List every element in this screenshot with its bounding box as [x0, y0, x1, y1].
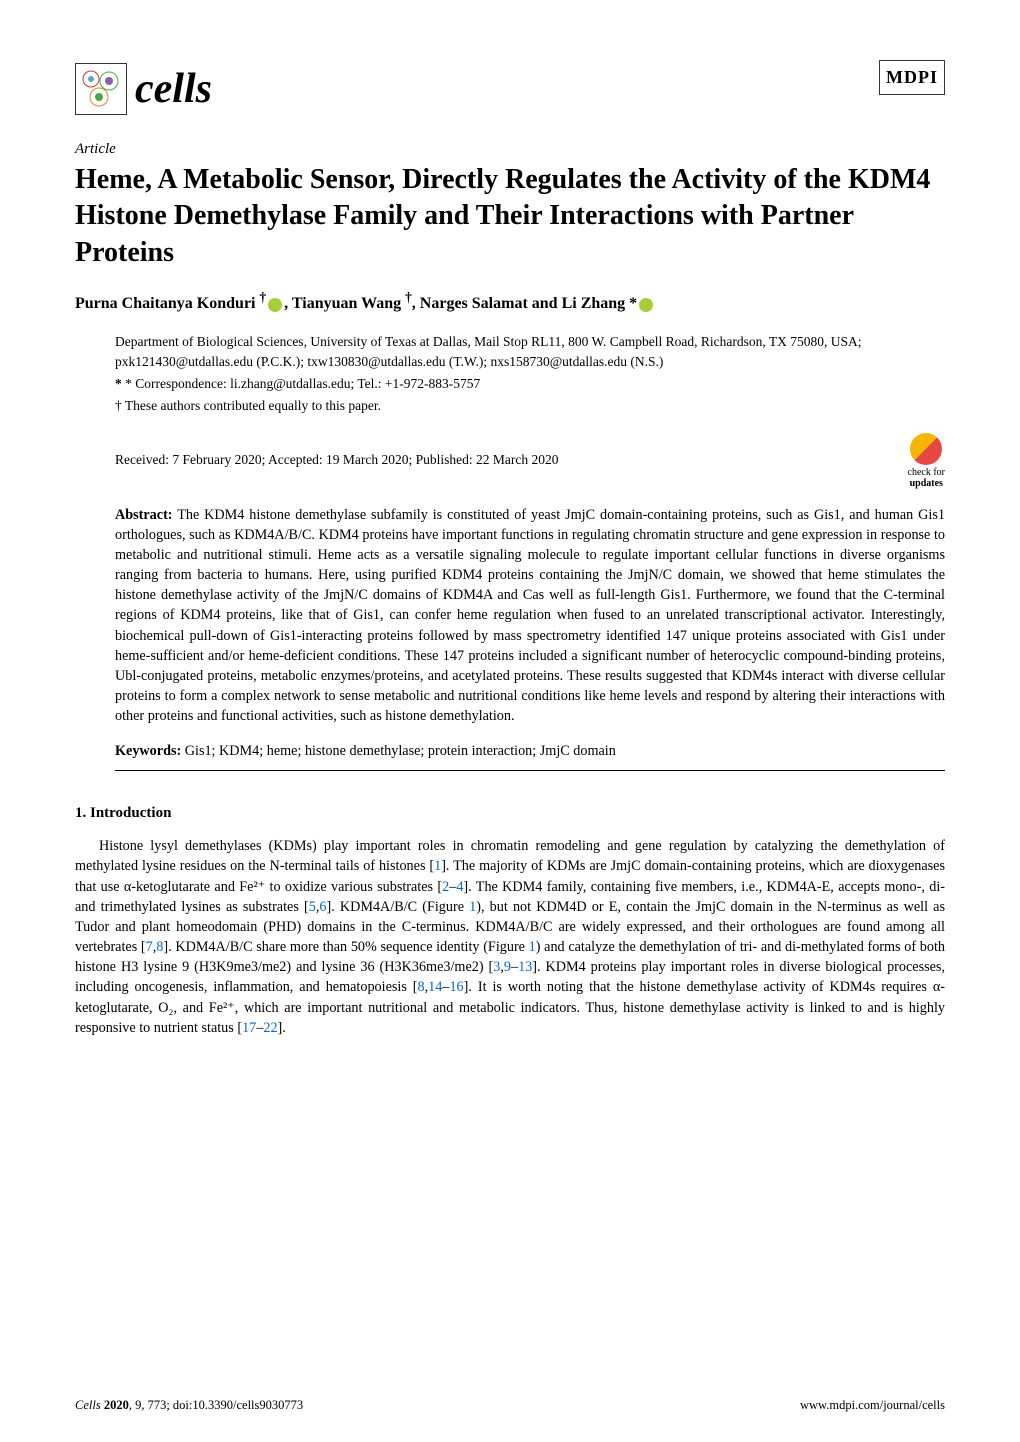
keywords-text: Gis1; KDM4; heme; histone demethylase; p…	[181, 743, 616, 759]
article-title: Heme, A Metabolic Sensor, Directly Regul…	[75, 162, 945, 271]
affiliation-block: Department of Biological Sciences, Unive…	[75, 332, 945, 417]
publisher-logo: MDPI	[879, 60, 945, 95]
abstract-label: Abstract:	[115, 507, 173, 523]
affiliation: Department of Biological Sciences, Unive…	[115, 332, 945, 373]
orcid-icon[interactable]	[639, 298, 653, 312]
publisher-name: MDPI	[886, 67, 938, 87]
correspondence: * * Correspondence: li.zhang@utdallas.ed…	[115, 374, 945, 394]
citation-link[interactable]: 8	[418, 979, 425, 995]
check-updates-label-1: check for	[908, 467, 945, 478]
citation-link[interactable]: 13	[518, 959, 532, 975]
abstract: Abstract: The KDM4 histone demethylase s…	[75, 505, 945, 727]
citation-link[interactable]: 9	[504, 959, 511, 975]
footer: Cells 2020, 9, 773; doi:10.3390/cells903…	[75, 1397, 945, 1415]
keywords: Keywords: Gis1; KDM4; heme; histone deme…	[75, 742, 945, 762]
check-updates-button[interactable]: check for updates	[908, 433, 945, 489]
section-1-heading: 1. Introduction	[75, 803, 945, 824]
journal-logo-icon	[75, 63, 127, 115]
authors-line: Purna Chaitanya Konduri †, Tianyuan Wang…	[75, 289, 945, 316]
citation-link[interactable]: 16	[449, 979, 463, 995]
footer-left: Cells 2020, 9, 773; doi:10.3390/cells903…	[75, 1397, 303, 1415]
check-updates-label-2: updates	[910, 478, 943, 489]
journal-name: cells	[135, 60, 212, 119]
abstract-text: The KDM4 histone demethylase subfamily i…	[115, 507, 945, 725]
citation-link[interactable]: 14	[428, 979, 442, 995]
journal-logo: cells	[75, 60, 212, 119]
check-updates-icon	[910, 433, 942, 465]
section-1-para-1: Histone lysyl demethylases (KDMs) play i…	[75, 836, 945, 1038]
citation-link[interactable]: 7	[146, 939, 153, 955]
footer-right[interactable]: www.mdpi.com/journal/cells	[800, 1397, 945, 1415]
citation-link[interactable]: 17	[242, 1020, 256, 1036]
header-row: cells MDPI	[75, 60, 945, 119]
dates: Received: 7 February 2020; Accepted: 19 …	[115, 451, 559, 470]
orcid-icon[interactable]	[268, 298, 282, 312]
citation-link[interactable]: 5	[309, 899, 316, 915]
citation-link[interactable]: 22	[263, 1020, 277, 1036]
dates-row: Received: 7 February 2020; Accepted: 19 …	[75, 433, 945, 489]
figure-link[interactable]: 1	[529, 939, 536, 955]
separator	[115, 770, 945, 771]
equal-contribution: † These authors contributed equally to t…	[115, 396, 945, 416]
keywords-label: Keywords:	[115, 743, 181, 759]
article-type: Article	[75, 139, 945, 160]
